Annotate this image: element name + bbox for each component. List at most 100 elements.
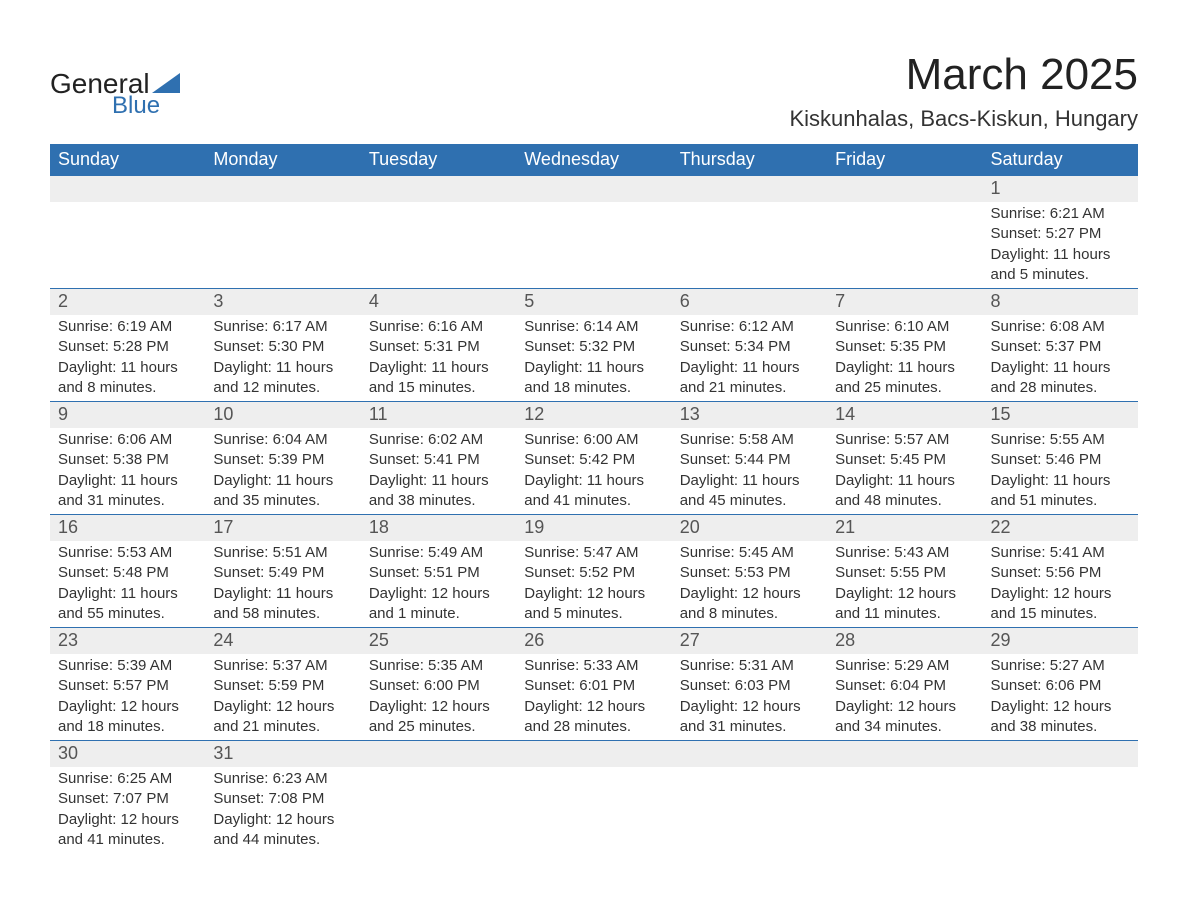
sunrise-text: Sunrise: 5:47 AM xyxy=(524,543,663,563)
calendar-day-number: 11 xyxy=(361,402,516,429)
calendar-cell-empty xyxy=(361,202,516,289)
brand-logo: General Blue xyxy=(50,70,180,118)
calendar-cell-empty xyxy=(672,202,827,289)
calendar-day-number: 9 xyxy=(50,402,205,429)
calendar-day-number: 2 xyxy=(50,289,205,316)
month-title: March 2025 xyxy=(790,50,1139,100)
daylight-text: Daylight: 11 hours and 51 minutes. xyxy=(991,471,1130,512)
sunset-text: Sunset: 7:08 PM xyxy=(213,789,352,809)
calendar-day-number: 31 xyxy=(205,741,360,768)
sunset-text: Sunset: 5:38 PM xyxy=(58,450,197,470)
calendar-info-row: Sunrise: 5:39 AMSunset: 5:57 PMDaylight:… xyxy=(50,654,1138,741)
daylight-text: Daylight: 11 hours and 31 minutes. xyxy=(58,471,197,512)
calendar-day-number: 8 xyxy=(983,289,1138,316)
calendar-cell-empty xyxy=(361,767,516,853)
calendar-cell-empty xyxy=(50,176,205,203)
sunrise-text: Sunrise: 6:10 AM xyxy=(835,317,974,337)
sunset-text: Sunset: 5:42 PM xyxy=(524,450,663,470)
calendar-day-number: 20 xyxy=(672,515,827,542)
calendar-day-info: Sunrise: 5:35 AMSunset: 6:00 PMDaylight:… xyxy=(361,654,516,741)
calendar-cell-empty xyxy=(516,176,671,203)
calendar-day-info: Sunrise: 5:57 AMSunset: 5:45 PMDaylight:… xyxy=(827,428,982,515)
daylight-text: Daylight: 11 hours and 35 minutes. xyxy=(213,471,352,512)
calendar-cell-empty xyxy=(516,767,671,853)
calendar-day-info: Sunrise: 5:31 AMSunset: 6:03 PMDaylight:… xyxy=(672,654,827,741)
daylight-text: Daylight: 11 hours and 58 minutes. xyxy=(213,584,352,625)
calendar-daynum-row: 2345678 xyxy=(50,289,1138,316)
calendar-day-number: 13 xyxy=(672,402,827,429)
sunset-text: Sunset: 5:31 PM xyxy=(369,337,508,357)
sunrise-text: Sunrise: 6:12 AM xyxy=(680,317,819,337)
calendar-daynum-row: 23242526272829 xyxy=(50,628,1138,655)
daylight-text: Daylight: 11 hours and 41 minutes. xyxy=(524,471,663,512)
calendar-cell-empty xyxy=(827,202,982,289)
calendar-daynum-row: 9101112131415 xyxy=(50,402,1138,429)
daylight-text: Daylight: 12 hours and 18 minutes. xyxy=(58,697,197,738)
daylight-text: Daylight: 11 hours and 28 minutes. xyxy=(991,358,1130,399)
calendar-day-info: Sunrise: 5:39 AMSunset: 5:57 PMDaylight:… xyxy=(50,654,205,741)
location-subtitle: Kiskunhalas, Bacs-Kiskun, Hungary xyxy=(790,106,1139,132)
daylight-text: Daylight: 12 hours and 44 minutes. xyxy=(213,810,352,851)
sunrise-text: Sunrise: 5:33 AM xyxy=(524,656,663,676)
sunset-text: Sunset: 6:01 PM xyxy=(524,676,663,696)
dow-sunday: Sunday xyxy=(50,144,205,176)
sunset-text: Sunset: 5:39 PM xyxy=(213,450,352,470)
daylight-text: Daylight: 11 hours and 25 minutes. xyxy=(835,358,974,399)
daylight-text: Daylight: 12 hours and 1 minute. xyxy=(369,584,508,625)
daylight-text: Daylight: 12 hours and 38 minutes. xyxy=(991,697,1130,738)
sunset-text: Sunset: 5:48 PM xyxy=(58,563,197,583)
daylight-text: Daylight: 11 hours and 45 minutes. xyxy=(680,471,819,512)
daylight-text: Daylight: 11 hours and 5 minutes. xyxy=(991,245,1130,286)
calendar-day-number: 25 xyxy=(361,628,516,655)
day-of-week-row: Sunday Monday Tuesday Wednesday Thursday… xyxy=(50,144,1138,176)
calendar-day-info: Sunrise: 6:14 AMSunset: 5:32 PMDaylight:… xyxy=(516,315,671,402)
sunrise-text: Sunrise: 6:21 AM xyxy=(991,204,1130,224)
calendar-day-number: 24 xyxy=(205,628,360,655)
calendar-day-info: Sunrise: 5:27 AMSunset: 6:06 PMDaylight:… xyxy=(983,654,1138,741)
sunrise-text: Sunrise: 5:45 AM xyxy=(680,543,819,563)
calendar-cell-empty xyxy=(827,741,982,768)
sunset-text: Sunset: 5:35 PM xyxy=(835,337,974,357)
calendar-cell-empty xyxy=(361,741,516,768)
calendar-info-row: Sunrise: 6:21 AMSunset: 5:27 PMDaylight:… xyxy=(50,202,1138,289)
sunset-text: Sunset: 5:46 PM xyxy=(991,450,1130,470)
calendar-day-number: 18 xyxy=(361,515,516,542)
sunrise-text: Sunrise: 6:00 AM xyxy=(524,430,663,450)
calendar-cell-empty xyxy=(516,202,671,289)
calendar-day-number: 16 xyxy=(50,515,205,542)
calendar-day-number: 19 xyxy=(516,515,671,542)
calendar-day-info: Sunrise: 5:49 AMSunset: 5:51 PMDaylight:… xyxy=(361,541,516,628)
sunset-text: Sunset: 5:37 PM xyxy=(991,337,1130,357)
calendar-table: Sunday Monday Tuesday Wednesday Thursday… xyxy=(50,144,1138,853)
sunset-text: Sunset: 5:53 PM xyxy=(680,563,819,583)
calendar-page: General Blue March 2025 Kiskunhalas, Bac… xyxy=(0,0,1188,903)
daylight-text: Daylight: 11 hours and 21 minutes. xyxy=(680,358,819,399)
calendar-day-info: Sunrise: 5:51 AMSunset: 5:49 PMDaylight:… xyxy=(205,541,360,628)
sunrise-text: Sunrise: 5:51 AM xyxy=(213,543,352,563)
daylight-text: Daylight: 12 hours and 15 minutes. xyxy=(991,584,1130,625)
sunrise-text: Sunrise: 5:29 AM xyxy=(835,656,974,676)
sunset-text: Sunset: 6:03 PM xyxy=(680,676,819,696)
sunrise-text: Sunrise: 6:17 AM xyxy=(213,317,352,337)
sunrise-text: Sunrise: 6:19 AM xyxy=(58,317,197,337)
calendar-day-number: 12 xyxy=(516,402,671,429)
sunrise-text: Sunrise: 5:43 AM xyxy=(835,543,974,563)
calendar-day-info: Sunrise: 6:04 AMSunset: 5:39 PMDaylight:… xyxy=(205,428,360,515)
daylight-text: Daylight: 12 hours and 21 minutes. xyxy=(213,697,352,738)
calendar-day-number: 23 xyxy=(50,628,205,655)
calendar-cell-empty xyxy=(50,202,205,289)
calendar-day-info: Sunrise: 6:12 AMSunset: 5:34 PMDaylight:… xyxy=(672,315,827,402)
calendar-day-number: 30 xyxy=(50,741,205,768)
sunset-text: Sunset: 5:55 PM xyxy=(835,563,974,583)
sunset-text: Sunset: 5:44 PM xyxy=(680,450,819,470)
calendar-day-info: Sunrise: 5:33 AMSunset: 6:01 PMDaylight:… xyxy=(516,654,671,741)
dow-saturday: Saturday xyxy=(983,144,1138,176)
daylight-text: Daylight: 12 hours and 5 minutes. xyxy=(524,584,663,625)
calendar-cell-empty xyxy=(983,741,1138,768)
calendar-cell-empty xyxy=(205,202,360,289)
calendar-daynum-row: 16171819202122 xyxy=(50,515,1138,542)
sunrise-text: Sunrise: 6:02 AM xyxy=(369,430,508,450)
sunset-text: Sunset: 6:06 PM xyxy=(991,676,1130,696)
calendar-day-info: Sunrise: 5:58 AMSunset: 5:44 PMDaylight:… xyxy=(672,428,827,515)
calendar-cell-empty xyxy=(672,767,827,853)
